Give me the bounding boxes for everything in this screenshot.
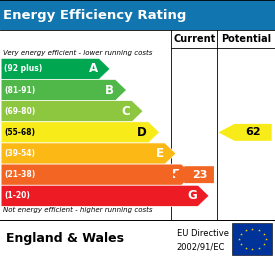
- Text: (81-91): (81-91): [4, 86, 35, 94]
- Text: B: B: [105, 84, 114, 96]
- Text: G: G: [187, 189, 197, 202]
- Text: England & Wales: England & Wales: [6, 232, 123, 245]
- Text: 62: 62: [245, 127, 261, 137]
- Text: 2002/91/EC: 2002/91/EC: [177, 242, 225, 251]
- Text: (69-80): (69-80): [4, 107, 35, 116]
- Text: E: E: [156, 147, 164, 160]
- Text: (55-68): (55-68): [4, 128, 35, 137]
- Text: Current: Current: [173, 34, 215, 44]
- Text: A: A: [89, 62, 98, 75]
- Text: EU Directive: EU Directive: [177, 229, 229, 238]
- Polygon shape: [172, 166, 214, 183]
- Text: C: C: [122, 105, 131, 118]
- Bar: [0, 220, 275, 258]
- Polygon shape: [1, 185, 209, 206]
- Polygon shape: [1, 122, 159, 143]
- Bar: [0, 0, 275, 30]
- Text: (39-54): (39-54): [4, 149, 35, 158]
- Text: Potential: Potential: [221, 34, 271, 44]
- Text: (92 plus): (92 plus): [4, 64, 42, 73]
- Polygon shape: [1, 101, 143, 122]
- Polygon shape: [1, 143, 176, 164]
- Text: Not energy efficient - higher running costs: Not energy efficient - higher running co…: [3, 207, 152, 213]
- Text: F: F: [172, 168, 180, 181]
- Polygon shape: [1, 164, 192, 185]
- Text: (1-20): (1-20): [4, 191, 30, 200]
- Polygon shape: [1, 79, 126, 101]
- Text: Energy Efficiency Rating: Energy Efficiency Rating: [3, 9, 187, 22]
- Polygon shape: [218, 124, 272, 141]
- Text: (21-38): (21-38): [4, 170, 35, 179]
- Text: 23: 23: [192, 170, 207, 180]
- Text: D: D: [138, 126, 147, 139]
- Text: Very energy efficient - lower running costs: Very energy efficient - lower running co…: [3, 50, 152, 56]
- Polygon shape: [1, 58, 110, 79]
- Bar: [232, 223, 272, 255]
